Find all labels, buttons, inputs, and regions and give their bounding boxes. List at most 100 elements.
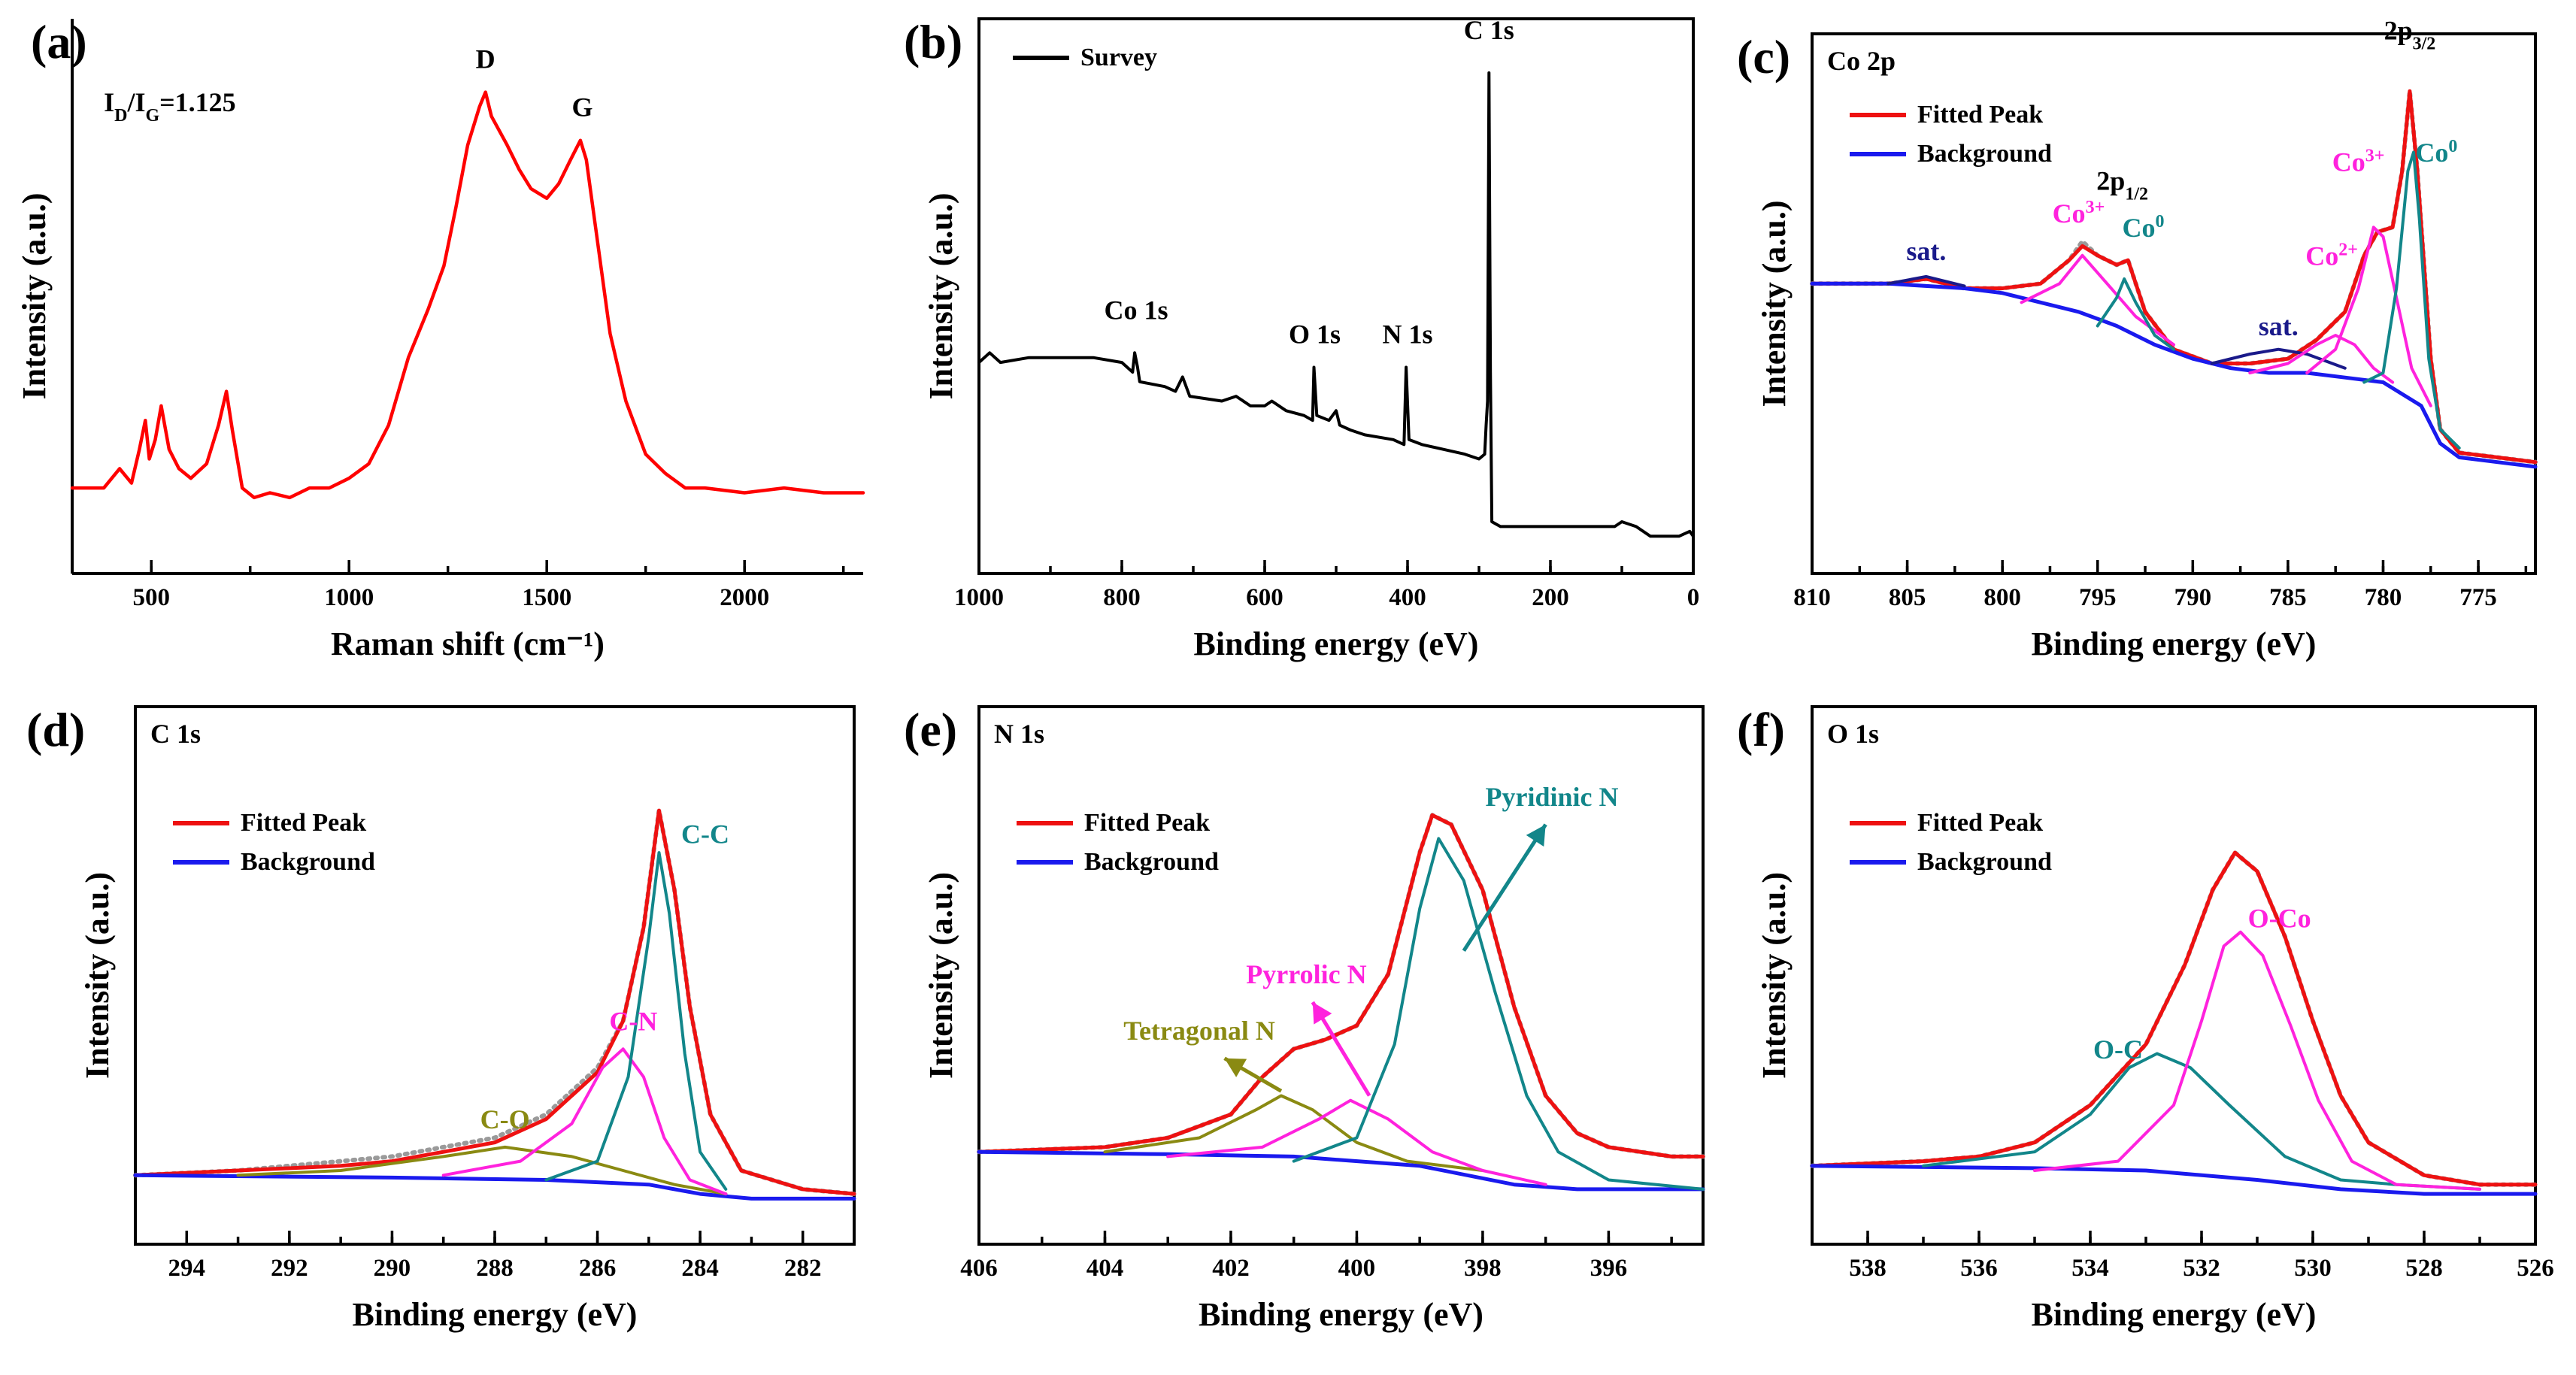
annotation-part: 3+ xyxy=(2086,198,2105,217)
legend-label: Fitted Peak xyxy=(1917,809,2043,837)
x-tick-label: 780 xyxy=(2365,584,2402,611)
annotation-arrow xyxy=(1462,823,1547,953)
annotation-part: sat. xyxy=(2259,311,2299,341)
annotation-part: O-C xyxy=(2093,1034,2143,1065)
series-c-c xyxy=(544,851,728,1191)
x-tick-label: 775 xyxy=(2459,584,2497,611)
annotation-part: I xyxy=(104,87,114,117)
panel-label: (b) xyxy=(904,15,962,68)
series-tetragonal-n xyxy=(1103,1094,1484,1172)
series-fitted-peak xyxy=(977,813,1705,1158)
legend-label: Survey xyxy=(1080,44,1157,71)
x-axis-label: Binding energy (eV) xyxy=(2032,1296,2317,1333)
y-axis-label: Intensity (a.u.) xyxy=(923,192,959,399)
annotation-part: 0 xyxy=(2448,137,2457,156)
annotation-part: Co xyxy=(2122,213,2155,243)
x-tick-label: 396 xyxy=(1590,1255,1628,1282)
x-tick-label: 286 xyxy=(579,1255,617,1282)
x-tick-label: 810 xyxy=(1793,584,1831,611)
x-tick-label: 800 xyxy=(1984,584,2021,611)
x-tick-label: 400 xyxy=(1338,1255,1376,1282)
annotation-part: O 1s xyxy=(1289,319,1341,349)
series-co0-2p1-2- xyxy=(2096,277,2175,351)
panel-label: (e) xyxy=(904,703,957,756)
series-c-o xyxy=(236,1145,728,1196)
x-tick-label: 785 xyxy=(2269,584,2307,611)
x-tick-label: 292 xyxy=(271,1255,308,1282)
legend-label: Background xyxy=(1084,848,1219,876)
annotation-part: 0 xyxy=(2155,212,2164,232)
annotation-part: N 1s xyxy=(1382,319,1432,349)
inner-title: O 1s xyxy=(1827,719,1879,749)
plot-frame xyxy=(977,17,1695,575)
x-tick-label: 294 xyxy=(168,1255,206,1282)
series-o-c xyxy=(1922,1052,2481,1191)
x-tick-label: 526 xyxy=(2517,1255,2554,1282)
panel-d: 294 292 290 288 286 284 282 Binding energy (eV)… xyxy=(26,703,856,1333)
annotation-part: 3+ xyxy=(2365,146,2385,165)
annotation-part: Co xyxy=(2053,198,2086,229)
annotation-co3a: Co3+ xyxy=(2053,198,2105,229)
series-raw xyxy=(1810,850,2538,1187)
x-axis-label: Binding energy (eV) xyxy=(353,1296,638,1333)
annotation-co0a: Co0 xyxy=(2122,212,2164,243)
panel-a: 500 1000 1500 2000 Raman shift (cm⁻¹) Intensi… xyxy=(16,15,865,662)
x-tick-label: 532 xyxy=(2183,1255,2220,1282)
panel-label: (c) xyxy=(1737,30,1790,83)
annotation-cc: C-C xyxy=(681,819,729,850)
x-axis-label: Binding energy (eV) xyxy=(1194,625,1479,662)
annotation-part: Pyrrolic N xyxy=(1246,959,1366,989)
y-axis-label: Intensity (a.u.) xyxy=(1756,200,1793,407)
annotation-sat2: sat. xyxy=(2259,311,2299,341)
annotation-G: G xyxy=(572,92,593,123)
series-background xyxy=(133,1173,856,1201)
annotation-co0b: Co0 xyxy=(2415,137,2457,168)
annotation-p12: 2p1/2 xyxy=(2096,165,2148,204)
annotation-part: Tetragonal N xyxy=(1123,1016,1275,1046)
annotation-co3b: Co3+ xyxy=(2332,146,2385,177)
annotation-part: C-C xyxy=(681,819,729,850)
annotation-part: 2p xyxy=(2096,165,2125,195)
x-tick-label: 400 xyxy=(1389,584,1426,611)
x-tick-label: 0 xyxy=(1687,584,1700,611)
annotation-oco: O-Co xyxy=(2248,904,2311,934)
y-axis-label: Intensity (a.u.) xyxy=(79,872,116,1079)
annotation-sat1: sat. xyxy=(1906,236,1946,266)
x-tick-label: 536 xyxy=(1960,1255,1998,1282)
plot-frame xyxy=(1811,32,2537,575)
series-background xyxy=(1810,281,2538,469)
x-tick-label: 805 xyxy=(1889,584,1926,611)
annotation-o1s: O 1s xyxy=(1289,319,1341,349)
annotation-part: Co 1s xyxy=(1104,295,1168,325)
x-tick-label: 1000 xyxy=(954,584,1004,611)
annotation-co1s: Co 1s xyxy=(1104,295,1168,325)
panel-e: 406 404 402 400 398 396 Binding energy (eV) Int… xyxy=(904,703,1705,1333)
annotation-part: C-O xyxy=(480,1104,530,1134)
annotation-part: =1.125 xyxy=(159,87,236,117)
annotation-part: 1/2 xyxy=(2125,184,2148,204)
x-tick-label: 406 xyxy=(960,1255,998,1282)
annotation-pyd: Pyridinic N xyxy=(1486,782,1619,812)
x-axis-label: Binding energy (eV) xyxy=(1199,1296,1483,1333)
annotation-part: O-Co xyxy=(2248,904,2311,934)
x-tick-label: 282 xyxy=(784,1255,822,1282)
y-axis-label: Intensity (a.u.) xyxy=(923,872,959,1079)
annotation-part: 2+ xyxy=(2338,240,2358,259)
annotation-part: G xyxy=(572,92,593,123)
panel-f: 538 536 534 532 530 528 526 Binding energy (eV)… xyxy=(1737,703,2554,1333)
series-co2- xyxy=(2248,334,2395,384)
legend-label: Background xyxy=(1917,140,2052,168)
series-co3-2p3-2- xyxy=(2305,226,2432,407)
annotation-part: Co xyxy=(2305,241,2338,271)
annotation-oc: O-C xyxy=(2093,1034,2143,1065)
x-tick-label: 800 xyxy=(1103,584,1141,611)
annotation-part: /I xyxy=(126,87,145,117)
series-c-n xyxy=(441,1047,728,1196)
series-sat-2 xyxy=(2210,347,2347,370)
series-o-co xyxy=(2033,930,2481,1191)
series-background xyxy=(977,1149,1705,1192)
panel-label: (d) xyxy=(26,703,85,756)
annotation-part: G xyxy=(145,106,159,126)
series-survey xyxy=(977,71,1695,538)
